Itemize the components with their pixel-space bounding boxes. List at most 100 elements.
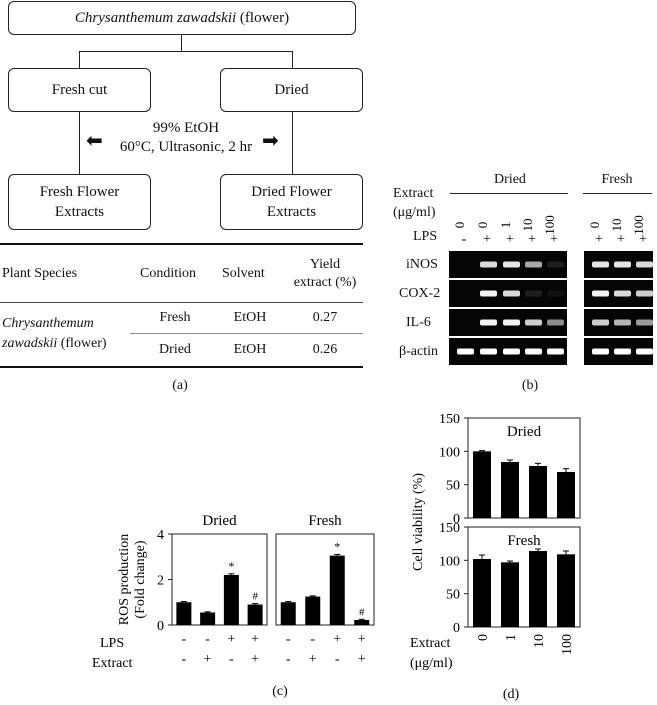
- significance-mark: #: [359, 606, 365, 618]
- bar: [354, 619, 370, 625]
- x-tick-label: 100: [560, 634, 575, 655]
- row2-yield: 0.26: [312, 342, 338, 357]
- lane-conc-label: 0: [475, 222, 490, 229]
- gene-label-inos: iNOS: [406, 257, 438, 272]
- gel-dried-title: Dried: [494, 172, 526, 187]
- y-axis-label: ROS production(Fold change): [117, 534, 148, 625]
- gel-extract-label: Extract: [393, 186, 434, 201]
- lps-sign: +: [333, 632, 341, 647]
- gel-band: [525, 290, 542, 297]
- lps-sign: -: [286, 632, 291, 647]
- gel-band: [614, 290, 631, 297]
- fresh-extract-box: Fresh Flower Extracts: [8, 174, 151, 230]
- lane-lps-sign: +: [550, 232, 558, 247]
- right-arrow-icon: ➡: [262, 128, 279, 152]
- y-tick-label: 4: [157, 528, 164, 543]
- lane-lps-sign: +: [595, 232, 603, 247]
- table-header-rule: [0, 302, 363, 303]
- lane-lps-sign: +: [528, 232, 536, 247]
- gel-band: [614, 319, 631, 326]
- table-species-line1: Chrysanthemum: [2, 316, 94, 332]
- gel-band: [525, 261, 542, 268]
- y-tick-label: 2: [157, 574, 164, 589]
- gel-band: [614, 261, 631, 268]
- gel-band: [636, 319, 653, 326]
- header-yield-extract: extract (%): [293, 275, 357, 290]
- gel-band: [503, 261, 520, 268]
- bar: [329, 555, 345, 625]
- extract-sign: -: [286, 652, 291, 667]
- subplot-frame: [467, 526, 581, 628]
- header-condition: Condition: [140, 266, 197, 281]
- bar: [529, 551, 547, 627]
- gel-band: [525, 348, 542, 355]
- extract-sign: +: [358, 652, 366, 667]
- lps-sign: +: [358, 632, 366, 647]
- row2-solvent: EtOH: [233, 342, 267, 357]
- y-axis-label: Cell viability (%): [411, 473, 426, 571]
- gel-band: [547, 290, 564, 297]
- gel-fresh-title: Fresh: [601, 172, 633, 187]
- lps-sign: -: [310, 632, 315, 647]
- flow-connector: [79, 112, 80, 174]
- top-flow-box: Chrysanthemum zawadskii (flower): [8, 1, 356, 35]
- gel-band: [592, 319, 609, 326]
- gel-lane-labels: 0 0 1 10 100 0 10 100 - + + + + + + +: [452, 215, 647, 247]
- x-axis-label: Extract: [410, 636, 451, 651]
- extract-sign: -: [182, 652, 187, 667]
- dried-extract-line1: Dried Flower: [251, 184, 332, 200]
- panel-a-label: (a): [172, 378, 188, 393]
- row1-yield: 0.27: [312, 310, 338, 325]
- row2-condition: Dried: [159, 342, 191, 357]
- gel-band: [592, 290, 609, 297]
- header-plant-species: Plant Species: [2, 266, 78, 281]
- x-tick-label: 0: [476, 634, 491, 641]
- chart-c: 0 2 4 ROS production(Fold change) Dried - - - + *…: [92, 513, 375, 699]
- lps-sign: +: [251, 632, 259, 647]
- bar: [529, 466, 547, 518]
- gel-band: [480, 290, 497, 297]
- gel-band: [636, 261, 653, 268]
- gel-fresh-rule: [583, 193, 652, 194]
- lane-lps-sign: +: [639, 232, 647, 247]
- table-row-rule: [130, 333, 363, 334]
- bar: [501, 562, 519, 627]
- species-italic-2: zawadskii: [2, 336, 58, 351]
- extract-sign: +: [204, 652, 212, 667]
- y-axis-label-line: (Fold change): [133, 540, 148, 618]
- table-bottom-rule: [0, 366, 363, 368]
- y-tick-label: 100: [439, 445, 460, 460]
- row1-solvent: EtOH: [233, 310, 267, 325]
- chart-d: 0 50 100 150 Dried 0 50 100 150 Fresh 0 1 10 100 Extra…: [410, 412, 581, 702]
- fresh-cut-label: Fresh cut: [51, 82, 108, 98]
- y-tick-label: 150: [439, 412, 460, 427]
- panel-c-label: (c): [272, 684, 288, 699]
- gel-extract-unit: (μg/ml): [393, 205, 436, 220]
- gel-band: [547, 261, 564, 268]
- dried-label: Dried: [274, 82, 309, 98]
- extract-sign: +: [251, 652, 259, 667]
- bar: [200, 612, 216, 625]
- bar: [247, 604, 263, 625]
- extract-sign: -: [335, 652, 340, 667]
- gene-label-il6: IL-6: [406, 315, 431, 330]
- method-line-1: 99% EtOH: [152, 120, 220, 136]
- fresh-cut-box: Fresh cut: [8, 68, 151, 112]
- extract-sign: -: [229, 652, 234, 667]
- extract-sign: +: [309, 652, 317, 667]
- flow-connector: [292, 51, 293, 68]
- flow-connector: [292, 112, 293, 174]
- species-name: Chrysanthemum zawadskii: [74, 10, 237, 26]
- dried-extract-line2: Extracts: [266, 204, 317, 220]
- significance-mark: *: [228, 559, 234, 573]
- lane-conc-label: 100: [631, 215, 646, 235]
- fresh-extract-line2: Extracts: [54, 204, 105, 220]
- subplot-title: Fresh: [308, 513, 342, 529]
- x-tick-label: 1: [504, 634, 519, 641]
- bar: [305, 596, 321, 625]
- bar: [176, 602, 192, 625]
- significance-mark: #: [252, 591, 258, 603]
- y-tick-label: 50: [446, 479, 460, 494]
- gel-band: [503, 290, 520, 297]
- lane-lps-sign: +: [483, 232, 491, 247]
